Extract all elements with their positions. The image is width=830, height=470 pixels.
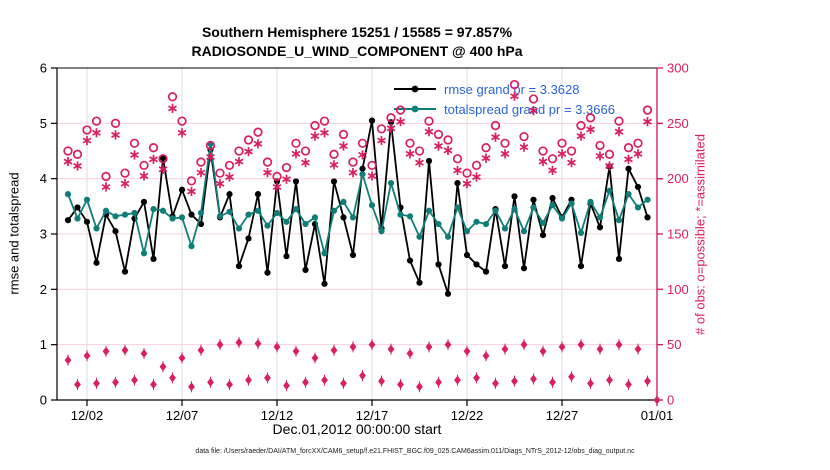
right-tick-label: 200 [667,171,689,186]
chart-subtitle: RADIOSONDE_U_WIND_COMPONENT @ 400 hPa [191,43,523,59]
legend-entry-rmse: rmse grand pr = 3.3628 [392,79,615,99]
x-tick-label: 12/22 [451,408,484,423]
x-tick-label: 01/01 [641,408,674,423]
right-tick-label: 150 [667,227,689,242]
legend-label-rmse: rmse grand pr = 3.3628 [444,81,580,97]
page-title: Southern Hemisphere 15251 / 15585 = 97.8… [201,24,513,40]
datafile-path: data file: /Users/raeder/DAI/ATM_forcXX/… [195,448,635,455]
left-tick-label: 5 [40,116,47,131]
left-tick-label: 0 [40,393,47,408]
right-tick-label: 0 [667,393,674,408]
x-axis-label: Dec.01,2012 00:00:00 start [272,421,442,437]
chart-legend: rmse grand pr = 3.3628 totalspread grand… [392,79,615,119]
x-tick-label: 12/17 [356,408,389,423]
x-tick-label: 12/07 [166,408,199,423]
right-tick-label: 50 [667,337,681,352]
x-tick-label: 12/27 [546,408,579,423]
right-tick-label: 300 [667,61,689,76]
x-tick-label: 12/12 [261,408,294,423]
right-tick-label: 250 [667,116,689,131]
left-tick-label: 2 [40,282,47,297]
left-tick-label: 4 [40,171,47,186]
left-tick-label: 6 [40,61,47,76]
series-totalspread [64,140,651,257]
legend-label-totalspread: totalspread grand pr = 3.3666 [444,101,615,117]
legend-line-sample-rmse [394,85,436,93]
legend-entry-totalspread: totalspread grand pr = 3.3666 [392,99,615,119]
right-tick-label: 100 [667,282,689,297]
left-tick-label: 3 [40,227,47,242]
x-tick-label: 12/02 [71,408,104,423]
left-tick-label: 1 [40,337,47,352]
legend-line-sample-totalspread [394,105,436,113]
